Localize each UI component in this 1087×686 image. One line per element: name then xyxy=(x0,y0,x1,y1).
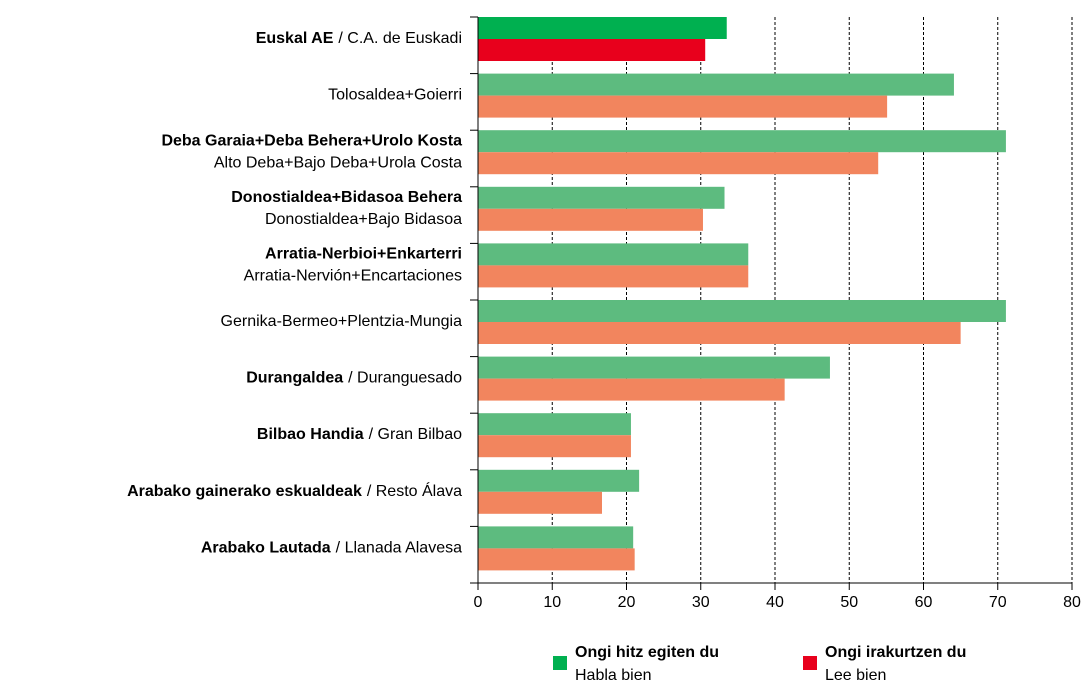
bar xyxy=(478,356,830,379)
category-label-bold: Durangaldea xyxy=(246,370,343,387)
bar xyxy=(478,152,879,175)
category-label: Durangaldea / Duranguesado xyxy=(246,370,462,387)
category-label: Arabako Lautada / Llanada Alavesa xyxy=(201,540,462,557)
category-label: Arabako gainerako eskualdeak / Resto Álav… xyxy=(127,481,462,500)
category-label: Donostialdea+Bidasoa Behera xyxy=(231,189,462,206)
category-label-bold: Bilbao Handia xyxy=(257,426,364,443)
legend-swatch xyxy=(803,656,817,670)
bar xyxy=(478,39,706,61)
category-label-rest: / Duranguesado xyxy=(348,370,462,387)
bar xyxy=(478,322,961,344)
bar xyxy=(478,300,1006,322)
category-label: Donostialdea+Bajo Bidasoa xyxy=(265,211,462,228)
bar xyxy=(478,548,635,571)
bar xyxy=(478,95,888,118)
category-label-rest: / Gran Bilbao xyxy=(369,426,462,443)
category-label-rest: / Resto Álava xyxy=(367,481,462,500)
x-tick-label: 30 xyxy=(692,594,710,611)
category-label-bold: Euskal AE xyxy=(256,30,334,47)
legend-sublabel: Lee bien xyxy=(825,667,886,684)
bar xyxy=(478,491,602,514)
x-tick-label: 80 xyxy=(1063,594,1081,611)
category-label-rest: / C.A. de Euskadi xyxy=(338,30,462,47)
bar xyxy=(478,243,749,266)
category-label: Gernika-Bermeo+Plentzia-Mungia xyxy=(221,313,463,330)
legend-sublabel: Habla bien xyxy=(575,667,652,684)
category-label: Tolosaldea+Goierri xyxy=(328,87,462,104)
x-tick-label: 10 xyxy=(543,594,561,611)
category-label-bold: Arabako Lautada xyxy=(201,540,331,557)
x-tick-label: 60 xyxy=(915,594,933,611)
bar xyxy=(478,378,785,401)
x-tick-label: 50 xyxy=(840,594,858,611)
category-label-bold: Arabako gainerako eskualdeak xyxy=(127,483,362,500)
bar xyxy=(478,469,640,492)
bar xyxy=(478,130,1006,153)
x-tick-label: 0 xyxy=(474,594,483,611)
x-tick-label: 40 xyxy=(766,594,784,611)
category-label: Arratia-Nerbioi+Enkarterri xyxy=(265,246,462,263)
bar xyxy=(478,413,631,436)
legend-label: Ongi irakurtzen du xyxy=(825,644,966,661)
category-label: Alto Deba+Bajo Deba+Urola Costa xyxy=(214,154,462,171)
category-label: Euskal AE / C.A. de Euskadi xyxy=(256,30,462,47)
legend-label: Ongi hitz egiten du xyxy=(575,644,719,661)
bar xyxy=(478,526,634,549)
x-tick-label: 70 xyxy=(989,594,1007,611)
category-label: Arratia-Nervión+Encartaciones xyxy=(244,268,462,285)
category-label-rest: / Llanada Alavesa xyxy=(336,540,462,557)
bar xyxy=(478,208,703,231)
bar xyxy=(478,17,727,39)
category-label: Bilbao Handia / Gran Bilbao xyxy=(257,426,462,443)
bar xyxy=(478,73,954,96)
x-tick-label: 20 xyxy=(618,594,636,611)
bar xyxy=(478,435,631,458)
bar xyxy=(478,186,725,209)
category-label-rest: Gernika-Bermeo+Plentzia-Mungia xyxy=(221,313,463,330)
category-label-rest: Tolosaldea+Goierri xyxy=(328,87,462,104)
bar xyxy=(478,265,749,288)
legend-swatch xyxy=(553,656,567,670)
category-label: Deba Garaia+Deba Behera+Urolo Kosta xyxy=(161,132,462,149)
